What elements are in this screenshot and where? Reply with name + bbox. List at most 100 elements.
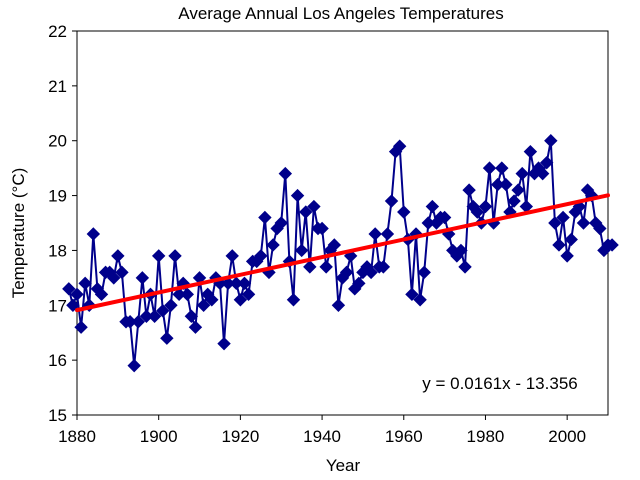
data-point [266, 238, 280, 252]
x-tick-label: 1960 [385, 427, 423, 446]
data-point [115, 265, 129, 280]
plot-area [76, 30, 609, 416]
data-point [135, 271, 150, 285]
trendline-equation: y = 0.0161x - 13.356 [422, 374, 577, 393]
data-point [425, 199, 440, 214]
trendline [75, 193, 610, 313]
data-point [315, 221, 329, 236]
data-point [156, 304, 170, 318]
x-axis-tick-labels: 1880 1900 1920 1940 1960 1980 2000 [58, 427, 586, 446]
data-point [397, 205, 411, 219]
data-point [319, 260, 333, 274]
data-point [78, 276, 92, 291]
data-point [196, 298, 211, 312]
data-point [364, 265, 378, 280]
data-point [380, 227, 395, 241]
data-point [299, 205, 313, 219]
x-axis-label: Year [326, 456, 361, 475]
data-point [70, 287, 84, 302]
y-tick-label: 17 [48, 296, 67, 315]
y-tick-label: 18 [48, 241, 67, 260]
data-point [437, 210, 452, 225]
data-point [233, 293, 248, 307]
data-point [62, 282, 76, 296]
data-point [548, 216, 562, 230]
data-point [188, 320, 203, 334]
x-tick-label: 1920 [221, 427, 259, 446]
x-tick-label: 1880 [58, 427, 96, 446]
series-markers [62, 134, 619, 373]
data-point [499, 177, 513, 192]
y-tick-label: 22 [48, 22, 67, 41]
data-point [111, 249, 125, 263]
data-point [147, 309, 162, 323]
data-point [237, 276, 252, 291]
y-tick-label: 15 [48, 406, 67, 425]
y-tick-label: 16 [48, 351, 67, 370]
data-point [274, 216, 288, 230]
data-point [507, 194, 521, 208]
data-point [254, 249, 268, 263]
data-point [376, 260, 391, 274]
data-point [217, 336, 231, 351]
data-point [352, 276, 366, 291]
data-point [286, 293, 301, 307]
data-point [576, 216, 591, 230]
data-point [151, 249, 166, 263]
data-point [593, 221, 607, 236]
data-point [294, 243, 309, 258]
data-point [160, 331, 174, 345]
data-point [605, 238, 619, 252]
data-point [470, 205, 484, 219]
data-point [180, 287, 194, 302]
data-point [307, 199, 321, 214]
data-point [458, 260, 472, 274]
data-point [339, 265, 354, 280]
data-point [327, 238, 342, 252]
x-tick-label: 1980 [467, 427, 505, 446]
data-point [205, 293, 219, 307]
data-point [392, 139, 407, 153]
data-point [86, 227, 101, 241]
y-tick-label: 19 [48, 187, 67, 206]
data-point [384, 194, 399, 208]
data-point [278, 166, 293, 181]
data-point [107, 271, 121, 285]
data-point [495, 161, 509, 175]
data-point [241, 287, 256, 302]
data-point [552, 238, 566, 252]
data-point [368, 227, 382, 241]
data-point [417, 265, 431, 280]
data-point [164, 298, 178, 312]
data-point [454, 243, 468, 258]
chart-title: Average Annual Los Angeles Temperatures [178, 4, 503, 23]
data-point [478, 199, 493, 214]
data-point [413, 293, 427, 307]
data-point [127, 358, 141, 373]
data-point [560, 249, 574, 263]
data-point [184, 309, 199, 323]
data-point [94, 287, 109, 302]
data-point [168, 249, 182, 263]
data-point [405, 287, 419, 302]
y-axis-ticks [72, 30, 77, 416]
y-axis-tick-labels: 15 16 17 18 19 20 21 22 [48, 22, 67, 425]
y-axis-label: Temperature (°C) [9, 168, 28, 299]
data-point [66, 298, 80, 312]
data-point [131, 315, 145, 329]
data-point [544, 134, 558, 148]
data-point [482, 161, 497, 175]
x-tick-label: 1900 [140, 427, 178, 446]
data-point [225, 249, 239, 263]
y-tick-label: 20 [48, 132, 67, 151]
data-point [535, 166, 550, 181]
data-point [258, 210, 272, 225]
data-point [515, 166, 529, 181]
x-axis-ticks [76, 415, 568, 420]
data-point [74, 320, 88, 334]
x-tick-label: 1940 [303, 427, 341, 446]
data-point [523, 144, 538, 159]
data-point [290, 188, 305, 203]
data-point [540, 155, 554, 170]
